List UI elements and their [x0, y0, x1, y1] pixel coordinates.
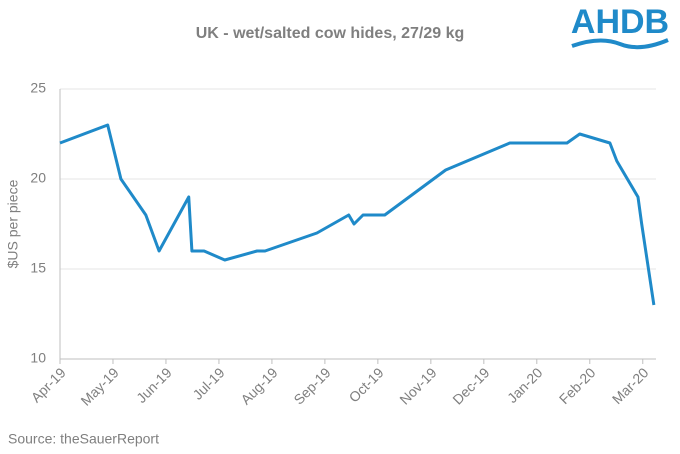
- x-tick-label: Dec-19: [449, 364, 492, 407]
- x-tick-label: Jun-19: [133, 364, 175, 406]
- y-tick-label: 15: [30, 260, 46, 276]
- x-tick-label: Sep-19: [290, 364, 333, 407]
- y-axis-label: $US per piece: [5, 179, 21, 268]
- y-tick-label: 25: [30, 80, 46, 96]
- x-tick-label: Jul-19: [189, 364, 227, 402]
- x-tick-label: Feb-20: [556, 364, 599, 407]
- source: Source: theSauerReport: [8, 431, 159, 447]
- x-tick-label: Aug-19: [237, 364, 280, 407]
- logo: AHDB: [571, 3, 669, 41]
- x-tick-label: Oct-19: [346, 364, 387, 405]
- x-tick-label: May-19: [77, 364, 121, 408]
- y-tick-label: 10: [30, 350, 46, 366]
- line-series: [59, 123, 656, 306]
- logo-wave: [571, 38, 669, 50]
- x-tick-label: Jan-20: [504, 364, 546, 406]
- x-tick-label: Nov-19: [396, 364, 439, 407]
- x-tick-label: Mar-20: [609, 364, 652, 407]
- y-tick-label: 20: [30, 170, 46, 186]
- x-tick-label: Apr-19: [28, 364, 69, 405]
- chart-title: UK - wet/salted cow hides, 27/29 kg: [196, 25, 465, 42]
